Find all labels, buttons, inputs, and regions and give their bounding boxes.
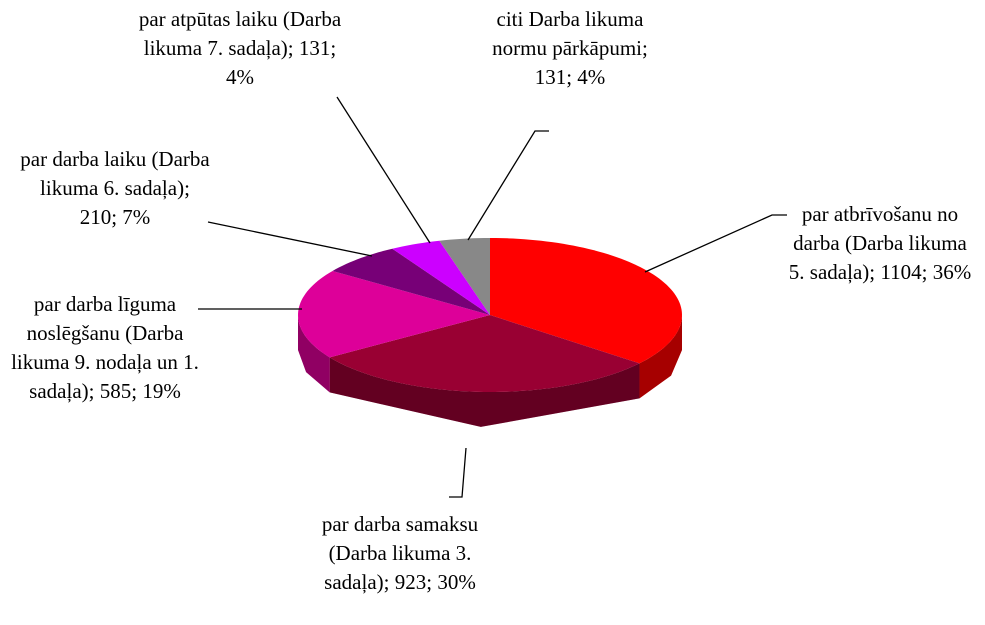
data-label: par darba līguma noslēgšanu (Darba likum…	[5, 290, 205, 406]
slice-side-shade	[298, 315, 330, 393]
category: par darba samaksu (Darba likuma 3. sadaļ…	[321, 512, 479, 594]
separator: ;	[184, 176, 190, 200]
slice	[332, 248, 490, 315]
category: par darba laiku (Darba likuma 6. sadaļa)	[20, 147, 210, 200]
slice	[392, 240, 490, 315]
category: citi Darba likuma normu pārkāpumi	[492, 7, 644, 60]
data-label: citi Darba likuma normu pārkāpumi; 131; …	[480, 5, 660, 92]
separator: ;	[330, 36, 337, 60]
percent: 30%	[437, 570, 476, 594]
category: par atpūtas laiku (Darba likuma 7. sadaļ…	[138, 7, 342, 60]
slice-side	[329, 357, 640, 427]
separator: ;	[287, 36, 299, 60]
percent: 19%	[142, 379, 181, 403]
separator: ;	[88, 379, 100, 403]
percent: 7%	[122, 205, 151, 229]
value: 131	[534, 65, 567, 89]
value: 210	[79, 205, 112, 229]
slice	[490, 238, 682, 364]
slice	[329, 315, 640, 392]
value: 585	[99, 379, 132, 403]
slice	[439, 238, 490, 315]
separator: ;	[111, 205, 123, 229]
value: 923	[394, 570, 427, 594]
percent: 36%	[932, 260, 972, 284]
data-label: par darba samaksu (Darba likuma 3. sadaļ…	[315, 510, 485, 597]
slice-side	[298, 315, 330, 393]
leader-line	[449, 447, 467, 498]
separator: ;	[642, 36, 648, 60]
separator: ;	[869, 260, 881, 284]
value: 1104	[880, 260, 922, 284]
leader-line	[336, 96, 431, 244]
category: par darba līguma noslēgšanu (Darba likum…	[11, 292, 199, 403]
data-label: par atpūtas laiku (Darba likuma 7. sadaļ…	[135, 5, 345, 92]
separator: ;	[566, 65, 578, 89]
separator: ;	[131, 379, 143, 403]
slice-side-shade	[329, 357, 640, 427]
leader-line	[644, 214, 787, 273]
data-label: par darba laiku (Darba likuma 6. sadaļa)…	[20, 145, 210, 232]
slice	[298, 270, 490, 358]
separator: ;	[426, 570, 438, 594]
slice-side-shade	[639, 315, 682, 399]
percent: 4%	[226, 65, 254, 89]
separator: ;	[921, 260, 933, 284]
data-label: par atbrīvošanu no darba (Darba likuma 5…	[785, 200, 975, 287]
value: 131	[298, 36, 331, 60]
leader-line	[467, 130, 549, 241]
leader-line	[207, 221, 373, 257]
category: par atbrīvošanu no darba (Darba likuma 5…	[788, 202, 967, 284]
percent: 4%	[577, 65, 606, 89]
slice-side	[639, 315, 682, 399]
separator: ;	[383, 570, 395, 594]
